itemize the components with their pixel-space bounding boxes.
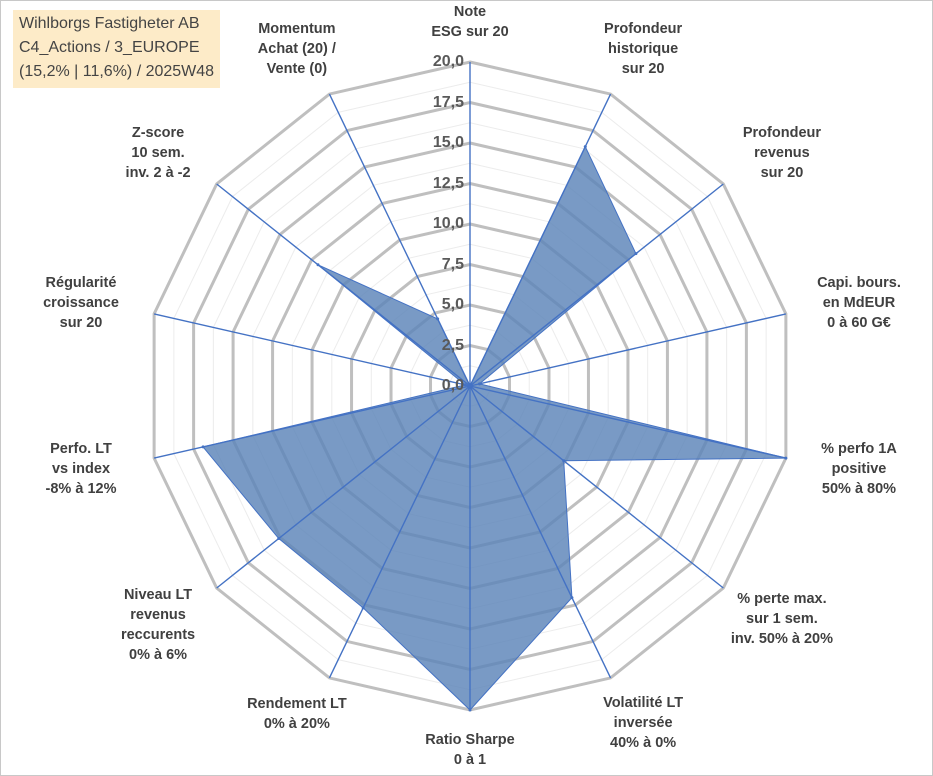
data-point <box>463 383 467 387</box>
data-point <box>570 596 574 600</box>
title-line-3: (15,2% | 11,6%) / 2025W48 <box>19 63 215 80</box>
title-line-1: Wihlborgs Fastigheter AB <box>19 15 200 32</box>
tick-label: 5,0 <box>441 296 464 313</box>
axis-label: Z-score 10 sem. inv. 2 à -2 <box>125 124 191 181</box>
axis-label: Capi. bours. en MdEUR 0 à 60 G€ <box>817 274 901 331</box>
data-point <box>277 537 281 541</box>
data-point <box>784 456 788 460</box>
axis-label: Ratio Sharpe 0 à 1 <box>425 732 515 768</box>
tick-label: 10,0 <box>432 215 464 232</box>
axis-label: Niveau LT revenus reccurents 0% à 6% <box>120 587 196 664</box>
tick-label: 7,5 <box>441 255 464 273</box>
axis-spoke <box>469 313 787 387</box>
axis-spoke <box>328 93 471 387</box>
axis-label: Profondeur historique sur 20 <box>604 21 683 78</box>
axis-label: % perfo 1A positive 50% à 80% <box>821 441 897 498</box>
axis-spoke <box>216 183 471 387</box>
axis-label: Perfo. LT vs index -8% à 12% <box>45 441 117 498</box>
tick-label: 17,5 <box>432 93 464 111</box>
tick-label: 0,0 <box>441 377 464 394</box>
axis-spoke <box>153 313 471 387</box>
axis-spoke <box>469 385 724 589</box>
axis-spoke <box>469 385 612 679</box>
axis-label: Profondeur revenus sur 20 <box>742 124 822 181</box>
tick-label: 20,0 <box>432 53 464 70</box>
data-point <box>436 317 440 321</box>
axis-spoke <box>216 385 471 589</box>
axis-spoke <box>469 183 724 387</box>
title-line-2: C4_Actions / 3_EUROPE <box>19 39 200 56</box>
data-point <box>583 145 587 149</box>
data-point <box>316 263 320 267</box>
data-point <box>361 606 365 610</box>
axis-label: Momentum Achat (20) / Vente (0) <box>257 21 336 78</box>
axis-spoke <box>469 93 612 387</box>
data-series-area <box>202 145 786 711</box>
axis-label: % perte max. sur 1 sem. inv. 50% à 20% <box>730 591 833 648</box>
data-point <box>468 708 472 712</box>
axis-spoke <box>469 385 787 459</box>
tick-label: 12,5 <box>432 174 464 192</box>
data-point <box>201 445 205 449</box>
data-point <box>562 459 566 463</box>
axis-spoke <box>328 385 471 679</box>
tick-label: 2,5 <box>441 336 464 354</box>
axis-label: Note ESG sur 20 <box>431 4 509 40</box>
axis-label: Volatilité LT inversée 40% à 0% <box>603 694 684 751</box>
axis-label: Rendement LT 0% à 20% <box>247 695 347 732</box>
axis-spoke <box>153 385 471 459</box>
data-point <box>634 252 638 256</box>
data-point <box>477 382 481 386</box>
data-point <box>468 384 472 388</box>
axis-label: Régularité croissance sur 20 <box>43 274 119 331</box>
chart-title-box: Wihlborgs Fastigheter AB C4_Actions / 3_… <box>13 10 221 88</box>
tick-label: 15,0 <box>432 134 464 151</box>
